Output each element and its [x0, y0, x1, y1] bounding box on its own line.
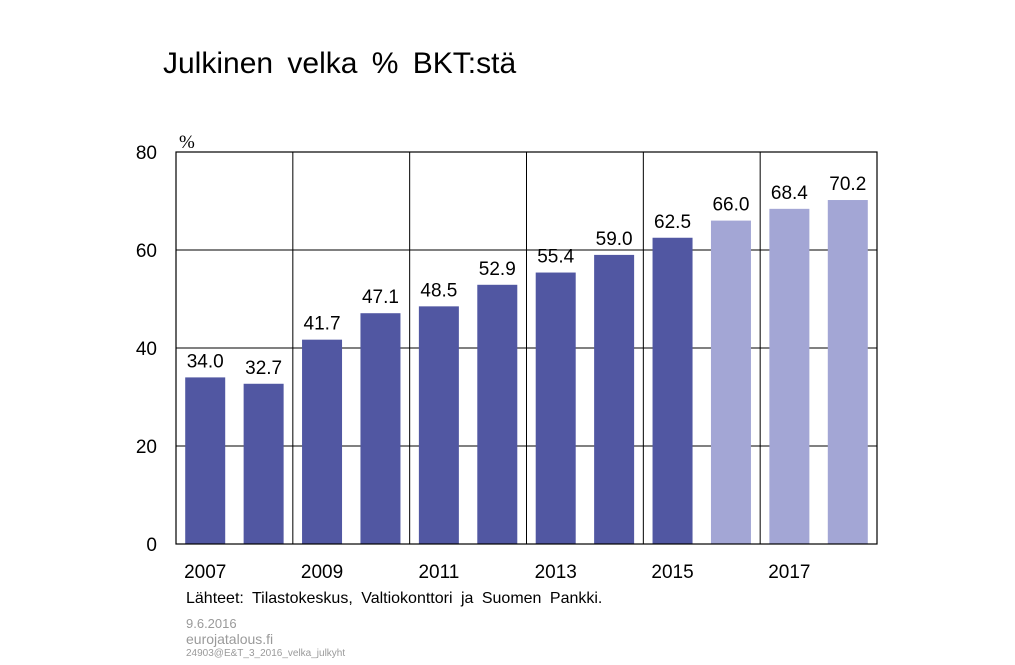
bar-value-label: 62.5 — [654, 212, 691, 233]
x-tick-label: 2017 — [768, 562, 810, 583]
bar — [418, 306, 459, 544]
bar — [827, 200, 868, 544]
bar — [302, 339, 343, 544]
bar — [360, 313, 401, 544]
bar-value-label: 55.4 — [537, 247, 574, 268]
x-tick-label: 2015 — [651, 562, 693, 583]
bar-value-label: 32.7 — [245, 358, 282, 379]
bar — [710, 220, 751, 544]
y-axis-unit-label: % — [179, 132, 195, 153]
bar-value-label: 41.7 — [304, 314, 341, 335]
plot-frame — [175, 151, 878, 545]
bar-value-label: 66.0 — [712, 195, 749, 216]
chart-title: Julkinen velka % BKT:stä — [163, 47, 517, 80]
footer-code: 24903@E&T_3_2016_velka_julkyht — [186, 648, 346, 659]
bar-value-label: 70.2 — [829, 174, 866, 195]
bar — [652, 237, 693, 544]
source-note: Lähteet: Tilastokeskus, Valtiokonttori j… — [186, 590, 603, 607]
bar-value-label: 59.0 — [596, 229, 633, 250]
y-tick-label: 20 — [136, 437, 157, 458]
y-tick-label: 0 — [146, 535, 157, 556]
bar — [243, 383, 284, 544]
bar — [477, 284, 518, 544]
y-tick-label: 80 — [136, 143, 157, 164]
bar — [185, 377, 226, 544]
bar-value-label: 52.9 — [479, 259, 516, 280]
bar — [535, 272, 576, 544]
labels-layer: 34.0 32.7 41.7 47.1 48.5 52.9 55.4 59.0 62.5 66.0… — [187, 174, 867, 379]
x-tick-label: 2007 — [184, 562, 226, 583]
footer-date: 9.6.2016 — [186, 616, 237, 631]
axis-layer: 0 20 40 60 80 2007 2009 2011 2013 2015 2017% — [136, 132, 878, 583]
grid-layer — [176, 152, 877, 544]
bar-value-label: 68.4 — [771, 183, 808, 204]
footer-site: eurojatalous.fi — [186, 631, 274, 647]
x-tick-label: 2013 — [535, 562, 577, 583]
bar-value-label: 34.0 — [187, 351, 224, 372]
y-tick-label: 60 — [136, 241, 157, 262]
bar — [769, 208, 810, 544]
bar-value-label: 47.1 — [362, 287, 399, 308]
bars-layer — [185, 200, 868, 544]
bar — [594, 254, 635, 544]
y-tick-label: 40 — [136, 339, 157, 360]
x-tick-label: 2011 — [418, 562, 459, 583]
bar-value-label: 48.5 — [420, 280, 457, 301]
x-tick-label: 2009 — [301, 562, 343, 583]
